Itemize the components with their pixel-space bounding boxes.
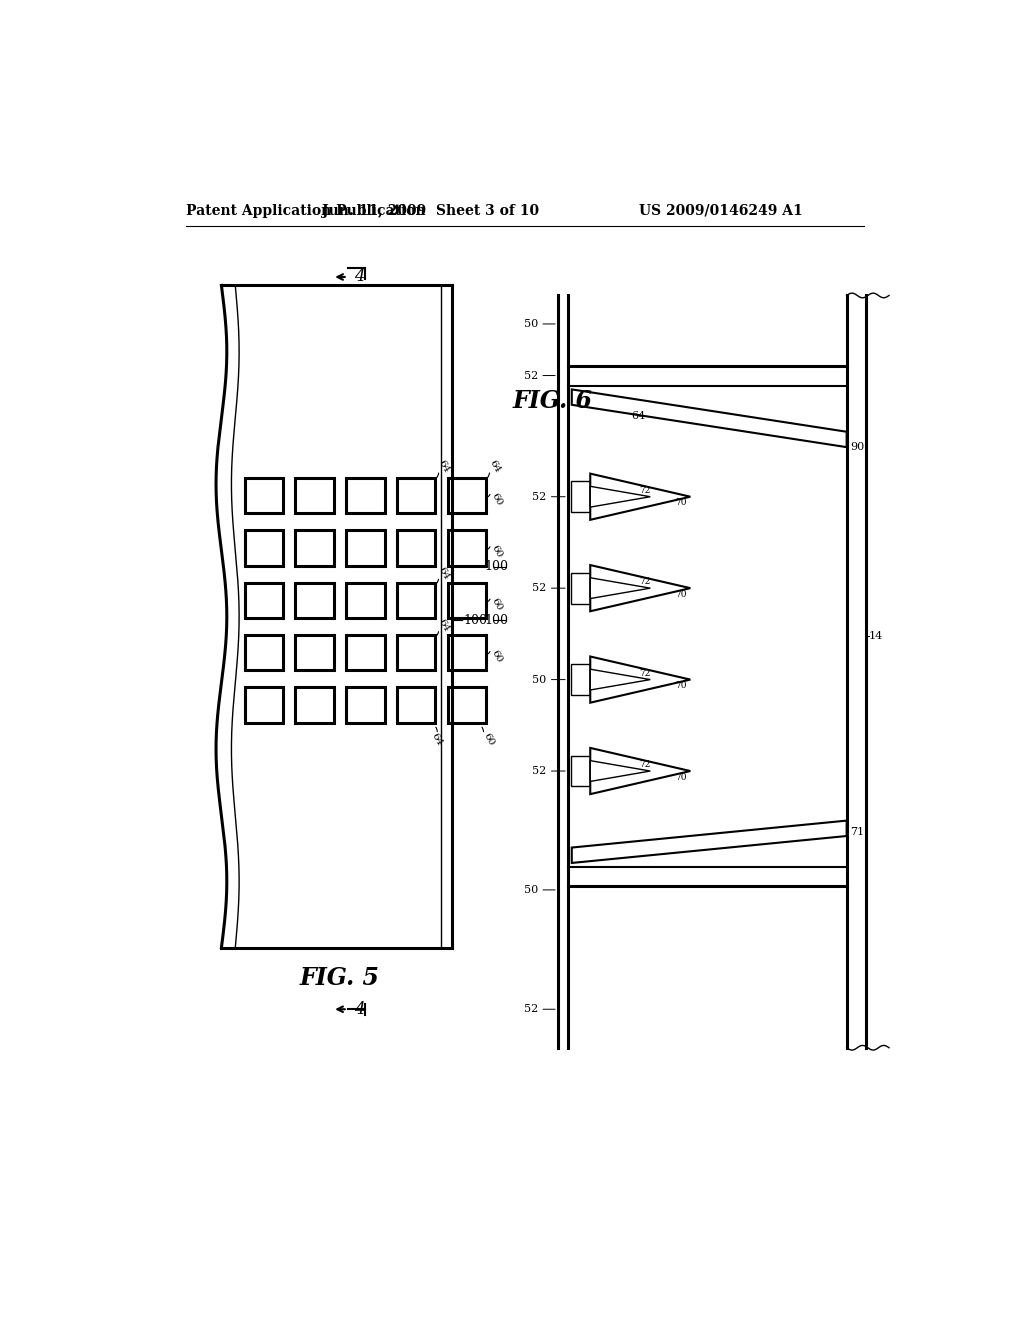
Text: 52: 52 bbox=[524, 1005, 539, 1014]
Text: 60: 60 bbox=[489, 491, 504, 507]
Text: 70: 70 bbox=[675, 590, 686, 599]
Bar bbox=[346, 688, 385, 723]
Bar bbox=[295, 688, 334, 723]
Text: 64: 64 bbox=[487, 458, 502, 474]
Bar bbox=[346, 635, 385, 671]
Polygon shape bbox=[590, 669, 650, 690]
Text: 60: 60 bbox=[489, 544, 504, 560]
Text: 64: 64 bbox=[631, 412, 645, 421]
Text: 71: 71 bbox=[851, 828, 864, 837]
Bar bbox=[245, 688, 283, 723]
Text: US 2009/0146249 A1: US 2009/0146249 A1 bbox=[639, 203, 803, 218]
Text: FIG. 6: FIG. 6 bbox=[512, 389, 593, 413]
Bar bbox=[397, 531, 435, 566]
Text: 60: 60 bbox=[489, 648, 504, 664]
Bar bbox=[447, 635, 486, 671]
Bar bbox=[346, 582, 385, 618]
Text: 72: 72 bbox=[639, 669, 650, 678]
Bar bbox=[571, 755, 590, 787]
Bar bbox=[447, 478, 486, 513]
Text: 52: 52 bbox=[532, 492, 547, 502]
Text: 64: 64 bbox=[429, 731, 443, 747]
Text: 70: 70 bbox=[675, 681, 686, 690]
Polygon shape bbox=[590, 474, 690, 520]
Bar bbox=[295, 478, 334, 513]
Text: 4: 4 bbox=[354, 1001, 365, 1018]
Polygon shape bbox=[590, 486, 650, 507]
Text: 70: 70 bbox=[675, 499, 686, 507]
Text: 60: 60 bbox=[489, 597, 504, 612]
Bar bbox=[397, 582, 435, 618]
Text: 64: 64 bbox=[436, 618, 451, 634]
Text: 4: 4 bbox=[354, 268, 365, 285]
Text: 50: 50 bbox=[524, 884, 539, 895]
Bar bbox=[346, 478, 385, 513]
Polygon shape bbox=[590, 565, 690, 611]
Bar bbox=[295, 635, 334, 671]
Text: 14: 14 bbox=[869, 631, 884, 640]
Text: 72: 72 bbox=[639, 486, 650, 495]
Bar bbox=[571, 482, 590, 512]
Bar bbox=[245, 478, 283, 513]
Bar bbox=[245, 635, 283, 671]
Text: 100: 100 bbox=[484, 614, 509, 627]
Bar bbox=[571, 664, 590, 696]
Bar bbox=[295, 582, 334, 618]
Bar bbox=[447, 582, 486, 618]
Text: 70: 70 bbox=[675, 772, 686, 781]
Text: Patent Application Publication: Patent Application Publication bbox=[186, 203, 426, 218]
Text: 100: 100 bbox=[463, 614, 487, 627]
Text: 90: 90 bbox=[851, 442, 864, 453]
Text: 72: 72 bbox=[639, 760, 650, 770]
Bar bbox=[447, 531, 486, 566]
Text: 52: 52 bbox=[532, 766, 547, 776]
Text: Jun. 11, 2009  Sheet 3 of 10: Jun. 11, 2009 Sheet 3 of 10 bbox=[323, 203, 540, 218]
Polygon shape bbox=[571, 821, 847, 863]
Bar bbox=[397, 688, 435, 723]
Bar bbox=[397, 635, 435, 671]
Polygon shape bbox=[590, 578, 650, 598]
Text: 50: 50 bbox=[532, 675, 547, 685]
Text: 60: 60 bbox=[481, 731, 496, 747]
Text: 52: 52 bbox=[532, 583, 547, 593]
Text: FIG. 5: FIG. 5 bbox=[300, 966, 380, 990]
Bar bbox=[346, 531, 385, 566]
Bar bbox=[245, 531, 283, 566]
Text: 64: 64 bbox=[436, 565, 451, 581]
Polygon shape bbox=[590, 656, 690, 702]
Bar bbox=[397, 478, 435, 513]
Text: 50: 50 bbox=[524, 319, 539, 329]
Polygon shape bbox=[590, 760, 650, 781]
Text: 72: 72 bbox=[639, 577, 650, 586]
Text: 52: 52 bbox=[524, 371, 539, 380]
Text: 100: 100 bbox=[484, 560, 509, 573]
Bar bbox=[245, 582, 283, 618]
Polygon shape bbox=[571, 389, 847, 447]
Bar bbox=[447, 688, 486, 723]
Polygon shape bbox=[590, 748, 690, 795]
Bar bbox=[295, 531, 334, 566]
Text: 64: 64 bbox=[436, 458, 451, 474]
Bar bbox=[571, 573, 590, 603]
